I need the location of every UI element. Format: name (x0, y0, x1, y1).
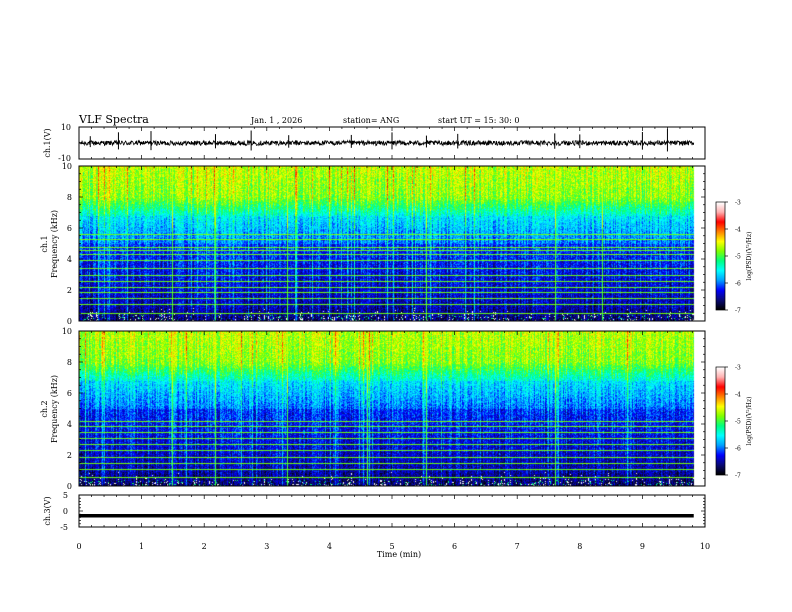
ch1-colorbar-ticks: -3 -4 -5 -6 -7 (725, 200, 741, 315)
ch2-colorbar-ticks: -3 -4 -5 -6 -7 (725, 365, 741, 480)
ch1-waveform-line (78, 139, 695, 147)
colorbar-tick-label: -6 (735, 446, 741, 453)
ch2-spectrogram-image (79, 331, 705, 486)
colorbar-tick-label: -7 (735, 308, 741, 315)
ch1-frequency-ylabel: Frequency (kHz) (50, 210, 59, 278)
ch1-ytick-2: 2 (67, 286, 72, 295)
ch1-ytick-0: 0 (67, 317, 72, 326)
ch2-ytick-6: 6 (67, 389, 72, 398)
ch2-ytick-0: 0 (67, 482, 72, 491)
chart-start-time: start UT = 15: 30: 0 (438, 116, 519, 125)
x-tick-label: 10 (700, 542, 710, 551)
ch1-ytick-6: 6 (67, 224, 72, 233)
x-tick-label: 4 (327, 542, 332, 551)
chart-station: station= ANG (343, 116, 399, 125)
ch1-waveform-ylabel: ch.1(V) (43, 128, 52, 157)
x-tick-label: 2 (202, 542, 207, 551)
x-tick-label: 1 (139, 542, 144, 551)
ch2-ytick-2: 2 (67, 451, 72, 460)
x-axis-tick-labels: 0 1 2 3 4 5 6 7 8 9 10 (76, 542, 710, 551)
ch1-ytick-10: 10 (62, 162, 72, 171)
ch3-ytick-top: 5 (63, 491, 68, 500)
ch3-waveform-ticks (78, 494, 706, 528)
ch2-colorbar-label: log(PSD)(V²/Hz) (746, 397, 753, 446)
x-tick-label: 0 (76, 542, 81, 551)
x-tick-label: 5 (389, 542, 394, 551)
ch3-ytick-mid: 0 (63, 507, 68, 516)
ch2-spectrogram-ticks (78, 330, 706, 487)
chart-date: Jan. 1 , 2026 (250, 116, 302, 125)
ch2-ytick-4: 4 (67, 420, 72, 429)
ch3-waveform-frame (78, 494, 706, 528)
ch2-ytick-10: 10 (62, 327, 72, 336)
ch2-colorbar: -3 -4 -5 -6 -7 log(PSD)(V²/Hz) (715, 365, 753, 480)
ch1-colorbar: -3 -4 -5 -6 -7 log(PSD)(V²/Hz) (715, 200, 753, 315)
ch1-spectrogram-ticks (78, 165, 706, 322)
x-axis-label: Time (min) (377, 550, 421, 559)
ch1-colorbar-label: log(PSD)(V²/Hz) (746, 232, 753, 281)
ch1-ytick-bottom: -10 (58, 154, 71, 163)
x-tick-label: 7 (515, 542, 520, 551)
colorbar-tick-label: -3 (735, 200, 741, 207)
colorbar-tick-label: -4 (735, 392, 741, 399)
chart-title: VLF Spectra (78, 113, 149, 126)
ch1-waveform-trace (78, 128, 695, 152)
ch2-colorbar-gradient (716, 367, 725, 475)
ch3-ytick-bottom: -5 (60, 523, 68, 532)
colorbar-tick-label: -6 (735, 281, 741, 288)
colorbar-tick-label: -4 (735, 227, 741, 234)
ch1-spectrogram-panel: 0 2 4 6 8 10 ch.1 Frequency (kHz) (40, 162, 706, 326)
colorbar-tick-label: -5 (735, 254, 741, 261)
ch3-waveform-ylabel: ch.3(V) (43, 496, 52, 525)
ch3-waveform-panel: 5 0 -5 ch.3(V) (43, 491, 706, 532)
x-tick-label: 8 (577, 542, 582, 551)
ch2-frequency-ylabel: Frequency (kHz) (50, 375, 59, 443)
ch2-spectrogram-panel: 0 2 4 6 8 10 ch.2 Frequency (kHz) (40, 327, 706, 491)
ch1-spectrogram-ylabel: ch.1 (40, 235, 49, 252)
ch1-waveform-panel: 10 -10 ch.1(V) (43, 123, 706, 163)
ch2-ytick-8: 8 (67, 358, 72, 367)
ch2-spectrogram-ylabel: ch.2 (40, 400, 49, 417)
ch1-waveform-ticks (78, 127, 706, 159)
ch1-colorbar-gradient (716, 202, 725, 310)
colorbar-tick-label: -5 (735, 419, 741, 426)
ch1-ytick-top: 10 (61, 123, 71, 132)
ch1-spectrogram-image (79, 166, 705, 321)
colorbar-tick-label: -7 (735, 473, 741, 480)
ch1-ytick-8: 8 (67, 193, 72, 202)
x-tick-label: 9 (640, 542, 645, 551)
ch1-ytick-4: 4 (67, 255, 72, 264)
colorbar-tick-label: -3 (735, 365, 741, 372)
x-tick-label: 6 (452, 542, 457, 551)
x-tick-label: 3 (264, 542, 269, 551)
